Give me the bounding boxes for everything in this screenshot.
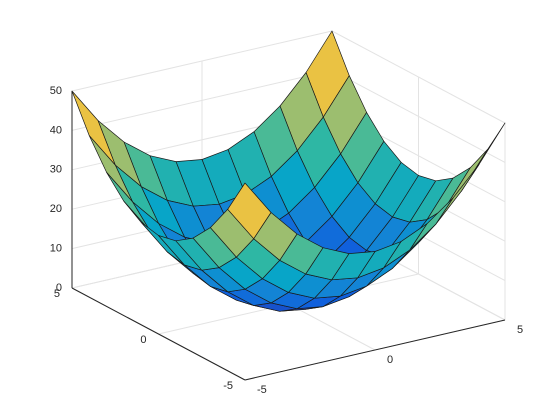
y-tick-label: 5 — [54, 288, 60, 300]
surface-patch — [227, 182, 272, 240]
surface-patch — [71, 90, 116, 166]
z-tick-label: 10 — [50, 243, 62, 255]
z-tick-label: 20 — [50, 203, 62, 215]
z-tick-label: 40 — [50, 124, 62, 136]
axis-line — [244, 319, 506, 381]
x-tick-label: 5 — [517, 324, 523, 336]
x-tick-label: -5 — [257, 384, 267, 396]
axis-line — [71, 287, 246, 381]
z-tick-label: 0 — [56, 282, 62, 294]
y-tick-label: -5 — [223, 380, 233, 392]
z-tick-label: 30 — [50, 164, 62, 176]
x-tick-label: 0 — [387, 354, 393, 366]
z-tick-label: 50 — [50, 85, 62, 97]
y-tick-label: 0 — [140, 334, 146, 346]
